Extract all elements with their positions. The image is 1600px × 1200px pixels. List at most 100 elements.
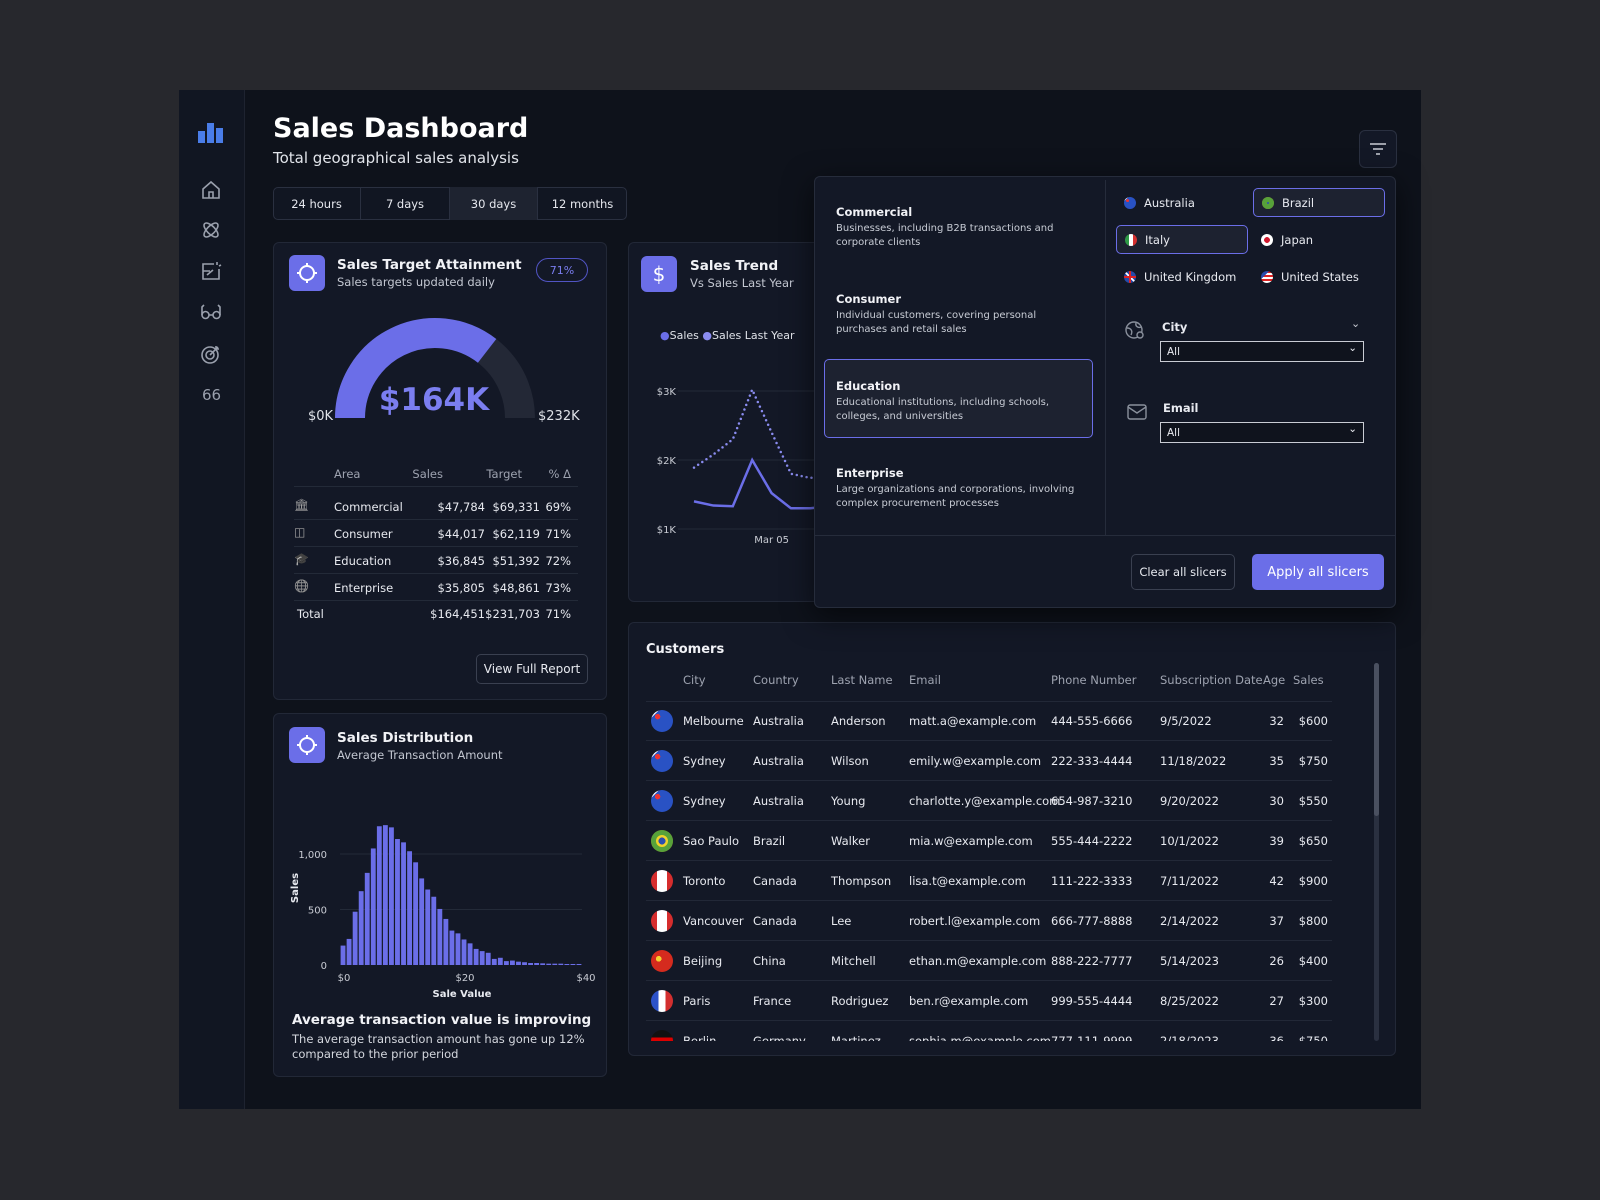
col-pct: % Δ [548,467,571,481]
y-tick-label: 1,000 [298,850,327,861]
scrollbar[interactable] [1374,663,1379,1041]
last-cell: Anderson [831,714,886,728]
x-tick-label: Mar 05 [754,535,789,546]
card-title: Sales Target Attainment [337,257,522,273]
card-title: Sales Trend [690,258,779,274]
y-tick-label: $2K [657,456,677,467]
sales-cell: $750 [1298,1034,1328,1041]
email-cell: charlotte.y@example.com [909,794,1061,808]
histogram-bar [546,963,552,965]
table-row[interactable]: Vancouver Canada Lee robert.l@example.com 66… [646,901,1332,941]
flag-icon [651,950,673,972]
city-cell: Vancouver [683,914,744,928]
target-icon[interactable] [200,343,222,365]
histogram-bar [491,958,497,965]
x-tick-label: $40 [576,973,595,984]
sales-cell: $900 [1298,874,1328,888]
country-option-br[interactable]: Brazil [1253,188,1385,217]
legend-dot-last-year: ● [702,329,712,342]
tab-30-days[interactable]: 30 days [450,187,538,220]
total-label: Total [297,607,324,621]
city-cell: Beijing [683,954,723,968]
table-row[interactable]: Sydney Australia Young charlotte.y@example.… [646,781,1332,821]
clear-slicers-button[interactable]: Clear all slicers [1131,554,1235,590]
city-select[interactable]: All ⌄ [1160,341,1364,362]
tab-7-days[interactable]: 7 days [361,187,450,220]
table-row[interactable]: Beijing China Mitchell ethan.m@example.com 8… [646,941,1332,981]
mail-icon [1127,404,1147,420]
atom-icon[interactable] [200,219,222,241]
segment-option-education[interactable]: Education Educational institutions, inclu… [836,379,1086,424]
histogram-bar [364,872,370,965]
quote-icon[interactable]: 66 [202,386,222,404]
tab-12-months[interactable]: 12 months [551,196,614,211]
flag-icon [651,870,673,892]
histogram-bar [352,911,358,965]
country-option-it[interactable]: Italy [1116,225,1248,254]
histogram-bar [437,908,443,965]
chevron-down-icon[interactable]: ⌄ [1351,317,1361,330]
table-row: 🏛 Commercial $47,784 $69,331 69% [294,493,578,520]
target-cell: $69,331 [492,500,540,514]
histogram-bar [485,952,491,965]
col-age[interactable]: Age [1263,673,1286,687]
tab-24-hours[interactable]: 24 hours [273,187,361,220]
country-cell: Canada [753,914,797,928]
table-row: 🌐 Enterprise $35,805 $48,861 73% [294,574,578,601]
histogram-bar [461,939,467,965]
table-row[interactable]: Melbourne Australia Anderson matt.a@example… [646,701,1332,741]
table-row[interactable]: Berlin Germany Martinez sophia.m@example.co… [646,1021,1332,1041]
country-option-au[interactable]: Australia [1116,188,1248,217]
y-tick-label: $1K [657,525,677,536]
col-country[interactable]: Country [753,673,799,687]
col-sales[interactable]: Sales [1293,673,1324,687]
city-cell: Toronto [683,874,726,888]
city-label: City [1162,320,1188,334]
area-cell: Commercial [334,500,403,514]
col-email[interactable]: Email [909,673,941,687]
col-subscription-date[interactable]: Subscription Date [1160,673,1263,687]
scrollbar-thumb[interactable] [1374,663,1379,816]
histogram-bar [376,826,382,965]
total-sales: $164,451 [430,607,485,621]
legend-last-year: Sales Last Year [712,329,795,342]
date-cell: 9/5/2022 [1160,714,1212,728]
country-option-jp[interactable]: Japan [1253,225,1385,254]
x-tick-label: $20 [455,973,474,984]
table-row[interactable]: Paris France Rodriguez ben.r@example.com 999… [646,981,1332,1021]
table-row[interactable]: Toronto Canada Thompson lisa.t@example.com 1… [646,861,1332,901]
col-phone[interactable]: Phone Number [1051,673,1137,687]
filter-button[interactable] [1359,130,1397,168]
col-last-name[interactable]: Last Name [831,673,893,687]
target-cell: $51,392 [492,554,540,568]
apply-slicers-button[interactable]: Apply all slicers [1252,554,1384,590]
flag-icon [651,790,673,812]
globe-icon: 🌐 [294,579,309,593]
col-city[interactable]: City [683,673,706,687]
y-tick-label: $3K [657,387,677,398]
phone-cell: 654-987-3210 [1051,794,1133,808]
gauge-min: $0K [308,409,334,424]
table-row[interactable]: Sydney Australia Wilson emily.w@example.com… [646,741,1332,781]
country-cell: France [753,994,792,1008]
card-title: Sales Distribution [337,730,474,746]
histogram-bar [401,842,406,965]
glasses-icon[interactable] [200,301,222,323]
country-option-us[interactable]: United States [1253,262,1385,291]
home-icon[interactable] [200,179,222,201]
table-row[interactable]: Sao Paulo Brazil Walker mia.w@example.com 55… [646,821,1332,861]
segment-option-enterprise[interactable]: Enterprise Large organizations and corpor… [836,466,1086,511]
board-icon[interactable] [200,260,222,282]
segment-option-commercial[interactable]: Commercial Businesses, including B2B tran… [836,205,1086,250]
histogram-bar [522,962,527,965]
segment-option-consumer[interactable]: Consumer Individual customers, covering p… [836,292,1086,337]
view-full-report-button[interactable]: View Full Report [476,654,588,684]
legend-dot-sales: ● [660,329,670,342]
filter-icon [1370,143,1386,155]
email-cell: emily.w@example.com [909,754,1042,768]
col-target: Target [486,467,522,481]
country-option-uk[interactable]: United Kingdom [1116,262,1248,291]
city-cell: Sao Paulo [683,834,740,848]
email-select[interactable]: All ⌄ [1160,422,1364,443]
histogram-bar [497,957,503,965]
